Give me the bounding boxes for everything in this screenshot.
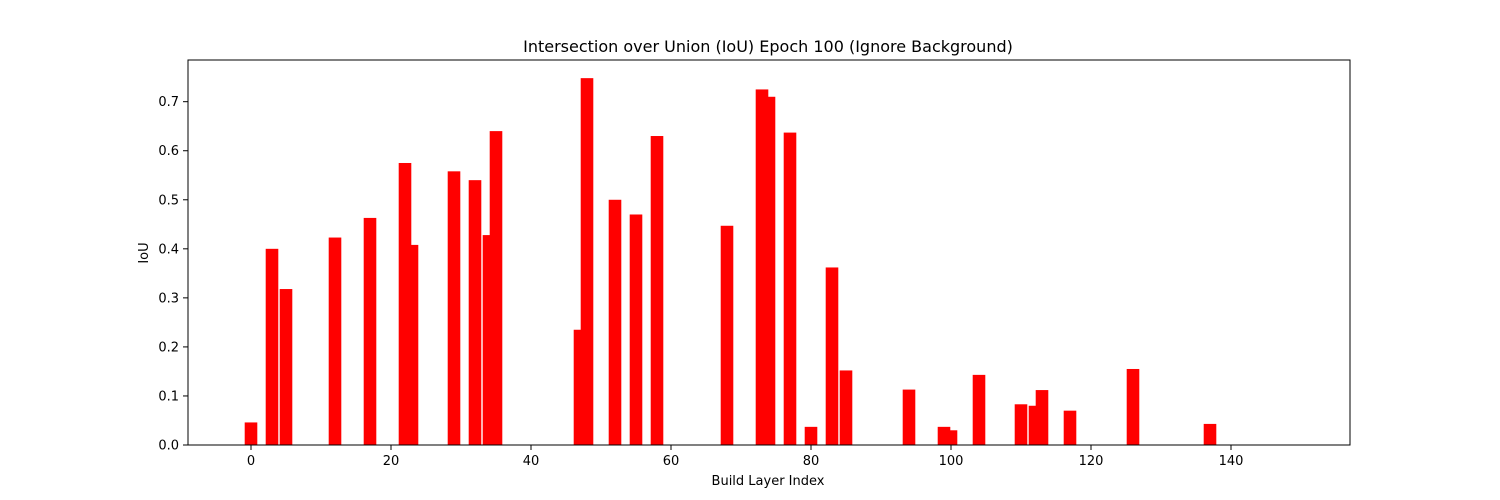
bar-layer-100 [944,430,958,445]
bar-layer-0 [244,422,258,445]
bar-layer-55 [629,214,643,445]
x-tick-label: 120 [1079,454,1104,469]
bar-layer-48 [580,78,594,446]
x-axis-label: Build Layer Index [712,474,825,489]
bar-layer-35 [489,131,503,446]
bar-layer-94 [902,389,916,445]
bar-layer-32 [468,180,482,445]
bar-layer-17 [363,217,377,445]
x-axis-ticks: 0 20 40 60 80 100 120 140 [247,445,1244,469]
bar-layer-23 [405,244,419,445]
bar-layer-58 [650,136,664,445]
bar-layer-126 [1126,368,1140,445]
y-tick-label: 0.6 [158,144,179,159]
bar-layer-83 [825,267,839,445]
bar-layer-74 [762,96,776,445]
x-tick-label: 40 [523,454,540,469]
chart-title: Intersection over Union (IoU) Epoch 100 … [523,37,1013,56]
bar-layer-52 [608,199,622,445]
bar-layer-29 [447,171,461,445]
bar-layer-77 [783,132,797,445]
x-tick-label: 140 [1219,454,1244,469]
y-tick-label: 0.2 [158,340,179,355]
bar-layer-12 [328,237,342,445]
bar-layer-68 [720,225,734,445]
bar-layer-137 [1203,423,1217,445]
y-axis-ticks: 0.0 0.1 0.2 0.3 0.4 0.5 0.6 0.7 [158,95,188,454]
bar-layer-5 [279,289,293,445]
bar-layer-80 [804,426,818,445]
y-tick-label: 0.5 [158,193,179,208]
y-tick-label: 0.4 [158,242,179,257]
plot-frame [187,59,1351,446]
x-tick-label: 60 [663,454,680,469]
bars-group [244,78,1217,446]
bar-layer-113 [1035,390,1049,445]
bar-layer-104 [972,374,986,445]
x-tick-label: 0 [247,454,255,469]
x-tick-label: 100 [939,454,964,469]
y-tick-label: 0.0 [158,439,179,454]
bar-layer-85 [839,370,853,445]
bar-layer-117 [1063,410,1077,445]
y-tick-label: 0.3 [158,291,179,306]
y-tick-label: 0.1 [158,389,179,404]
x-tick-label: 20 [383,454,400,469]
x-tick-label: 80 [803,454,820,469]
y-axis-label: IoU [137,242,152,263]
bar-layer-110 [1014,404,1028,445]
y-tick-label: 0.7 [158,95,179,110]
bar-layer-3 [265,248,279,445]
